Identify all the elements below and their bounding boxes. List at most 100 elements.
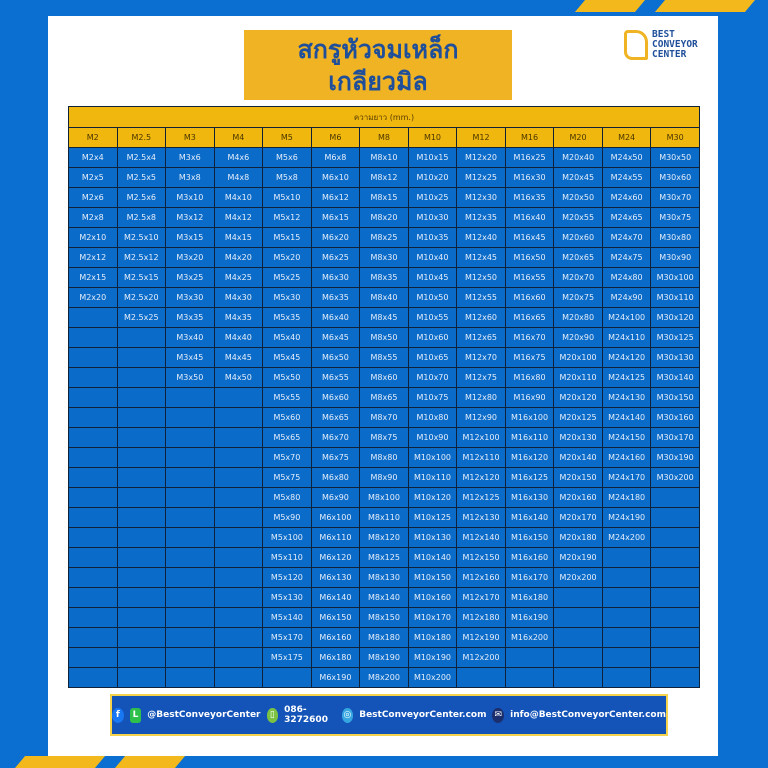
table-cell — [116, 387, 167, 408]
table-cell: M30x100 — [650, 267, 700, 288]
table-cell: M12x150 — [456, 547, 506, 568]
title-line-2: เกลียวมิล — [328, 67, 428, 96]
table-cell: M16x45 — [504, 227, 555, 248]
table-cell — [601, 587, 652, 608]
table-cell: M12x120 — [456, 467, 506, 488]
phone-number[interactable]: 086-3272600 — [284, 705, 328, 725]
table-cell: M16x140 — [504, 507, 555, 528]
table-cell: M24x110 — [601, 327, 652, 348]
column-header: M6 — [310, 127, 361, 148]
table-cell — [116, 487, 167, 508]
table-cell: M20x50 — [553, 187, 603, 208]
table-cell: M3x6 — [165, 147, 215, 168]
table-cell — [116, 407, 167, 428]
table-cell: M4x45 — [213, 347, 264, 368]
table-cell: M2.5x12 — [116, 247, 167, 268]
table-cell — [116, 547, 167, 568]
table-cell: M8x20 — [359, 207, 409, 228]
table-cell: M8x15 — [359, 187, 409, 208]
logo-text: CENTER — [652, 49, 687, 60]
table-cell: M30x170 — [650, 427, 700, 448]
table-cell — [213, 587, 264, 608]
table-row: M2x8 M2.5x8 M3x12 M4x12 M5x12 M6x15 M8x20 M10x3… — [68, 207, 700, 228]
table-cell: M5x65 — [262, 427, 312, 448]
table-cell: M20x70 — [553, 267, 603, 288]
table-cell: M5x10 — [262, 187, 312, 208]
table-cell — [213, 667, 264, 688]
column-header: M24 — [601, 127, 652, 148]
table-cell: M6x130 — [310, 567, 361, 588]
table-cell — [68, 347, 118, 368]
table-cell: M30x110 — [650, 287, 700, 308]
table-cell — [213, 427, 264, 448]
column-header: M20 — [553, 127, 603, 148]
table-cell: M30x80 — [650, 227, 700, 248]
table-cell: M30x120 — [650, 307, 700, 328]
table-cell: M5x50 — [262, 367, 312, 388]
table-cell: M2.5x25 — [116, 307, 167, 328]
table-cell — [650, 567, 700, 588]
table-cell: M8x100 — [359, 487, 409, 508]
table-cell: M8x125 — [359, 547, 409, 568]
email-link[interactable]: info@BestConveyorCenter.com — [510, 710, 666, 720]
table-cell: M24x170 — [601, 467, 652, 488]
table-cell: M5x170 — [262, 627, 312, 648]
table-cell: M12x200 — [456, 647, 506, 668]
table-cell: M12x170 — [456, 587, 506, 608]
table-cell: M6x80 — [310, 467, 361, 488]
table-cell: M10x110 — [407, 467, 458, 488]
table-cell: M10x120 — [407, 487, 458, 508]
table-cell: M20x55 — [553, 207, 603, 228]
table-cell: M8x120 — [359, 527, 409, 548]
table-cell: M8x80 — [359, 447, 409, 468]
table-row: M2.5x25 M3x35 M4x35 M5x35 M6x40 M8x45 M10x55 M1… — [68, 307, 700, 328]
table-cell — [116, 627, 167, 648]
website-link[interactable]: BestConveyorCenter.com — [359, 710, 487, 720]
table-cell: M10x35 — [407, 227, 458, 248]
table-cell: M16x65 — [504, 307, 555, 328]
table-cell — [650, 607, 700, 628]
table-row: M3x45 M4x45 M5x45 M6x50 M8x55 M10x65 M12x70 M16… — [68, 347, 700, 368]
table-cell: M5x90 — [262, 507, 312, 528]
table-cell — [553, 607, 603, 628]
table-cell: M12x65 — [456, 327, 506, 348]
table-cell: M30x140 — [650, 367, 700, 388]
table-cell — [165, 507, 215, 528]
table-cell — [213, 627, 264, 648]
table-cell — [213, 547, 264, 568]
table-cell: M12x100 — [456, 427, 506, 448]
table-cell: M12x50 — [456, 267, 506, 288]
table-cell: M8x25 — [359, 227, 409, 248]
facebook-icon[interactable]: f — [112, 707, 124, 723]
table-cell: M10x140 — [407, 547, 458, 568]
table-cell: M6x70 — [310, 427, 361, 448]
table-row: M2x5 M2.5x5 M3x8 M4x8 M5x8 M6x10 M8x12 M10x20 M1… — [68, 167, 700, 188]
table-cell: M8x130 — [359, 567, 409, 588]
table-cell — [213, 527, 264, 548]
table-cell: M3x15 — [165, 227, 215, 248]
table-cell: M16x60 — [504, 287, 555, 308]
table-cell: M6x140 — [310, 587, 361, 608]
table-row: M5x80 M6x90 M8x100 M10x120 M12x125 M16x130 M20… — [68, 487, 700, 508]
table-cell: M30x75 — [650, 207, 700, 228]
table-cell: M6x55 — [310, 367, 361, 388]
line-icon[interactable]: L — [129, 707, 142, 723]
table-cell: M6x75 — [310, 447, 361, 468]
column-header: M10 — [407, 127, 458, 148]
table-cell — [262, 667, 312, 688]
table-cell: M12x180 — [456, 607, 506, 628]
table-cell: M8x40 — [359, 287, 409, 308]
table-cell — [68, 407, 118, 428]
table-cell: M24x125 — [601, 367, 652, 388]
social-handle[interactable]: @BestConveyorCenter — [147, 710, 261, 720]
table-cell: M24x80 — [601, 267, 652, 288]
table-cell — [601, 607, 652, 628]
table-cell: M8x200 — [359, 667, 409, 688]
table-cell: M4x15 — [213, 227, 264, 248]
table-cell: M5x55 — [262, 387, 312, 408]
table-cell: M20x65 — [553, 247, 603, 268]
table-cell — [68, 627, 118, 648]
table-cell: M12x75 — [456, 367, 506, 388]
table-cell: M6x30 — [310, 267, 361, 288]
table-cell: M8x140 — [359, 587, 409, 608]
